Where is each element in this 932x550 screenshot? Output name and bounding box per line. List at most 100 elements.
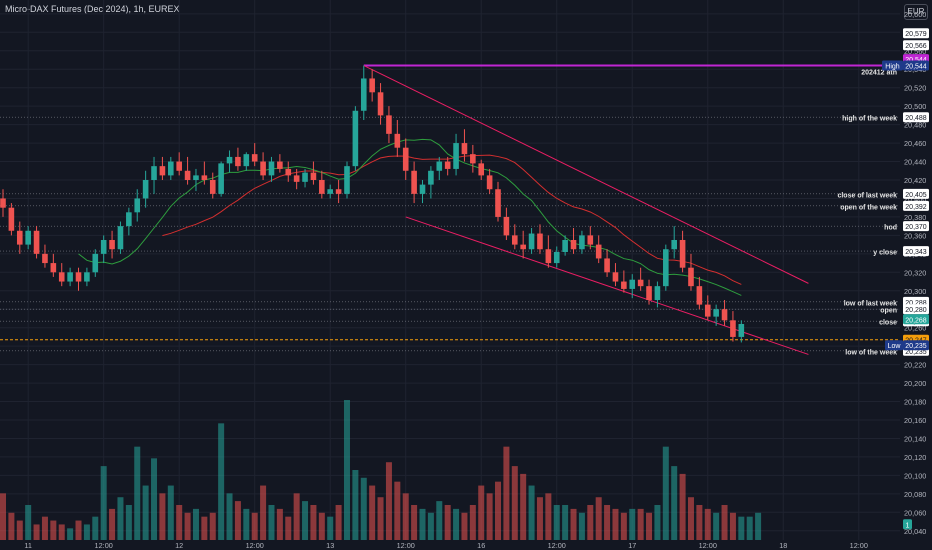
- candle-body: [8, 207, 15, 231]
- y-tick-label: 20,120: [904, 453, 926, 462]
- candle-body: [100, 240, 107, 254]
- candle-body: [621, 281, 627, 289]
- candle-body: [310, 172, 317, 180]
- low-label: Low: [888, 343, 902, 350]
- volume-bar: [511, 466, 518, 540]
- volume-bar: [436, 501, 443, 540]
- candle-body: [84, 272, 90, 282]
- volume-bar: [679, 473, 686, 540]
- x-tick-label: 12:00: [548, 541, 566, 550]
- candle-body: [595, 244, 602, 259]
- candle-body: [285, 168, 292, 176]
- price-tag-bg: [903, 200, 929, 211]
- volume-bar: [495, 481, 502, 540]
- price-tag-text: 20,343: [905, 249, 927, 256]
- volume-bar: [352, 470, 359, 540]
- volume-bar: [729, 512, 736, 540]
- candle-body: [360, 78, 367, 111]
- level-label: high of the week: [842, 116, 897, 123]
- volume-bar: [612, 508, 619, 540]
- candle-body: [721, 309, 728, 321]
- candle-body: [335, 189, 342, 194]
- level-label: low of the week: [845, 349, 897, 356]
- volume-bar: [528, 485, 535, 540]
- y-tick-label: 20,560: [904, 47, 926, 56]
- volume-bar: [738, 516, 745, 540]
- price-tag-bg: [903, 304, 929, 315]
- candle-body: [50, 263, 57, 273]
- price-tag-bg: [903, 28, 929, 39]
- price-axis: 20,040 20,060 20,080 20,100 20,120 20,140 20,1…: [900, 10, 932, 550]
- volume-bar: [637, 508, 644, 540]
- y-tick-label: 20,100: [904, 471, 926, 480]
- volume-bar: [151, 458, 158, 540]
- candle-body: [75, 272, 82, 282]
- price-tag-text: 20,268: [905, 317, 927, 324]
- price-tag-last: 20,268: [903, 314, 929, 325]
- currency-button[interactable]: EUR: [904, 4, 928, 20]
- y-tick-label: 20,440: [904, 158, 926, 167]
- candle-body: [453, 143, 459, 169]
- candle-body: [67, 272, 73, 282]
- candle-body: [444, 161, 451, 169]
- volume-bar: [411, 505, 418, 540]
- price-tag-bg: [903, 246, 929, 257]
- candle-body: [679, 240, 686, 268]
- candle-body: [386, 115, 392, 134]
- volume-bar: [343, 400, 350, 540]
- candle-body: [713, 309, 719, 317]
- volume-bar: [8, 512, 15, 540]
- candle-body: [704, 304, 711, 317]
- volume-bar: [654, 505, 661, 540]
- volume-bar: [696, 505, 703, 540]
- trend-line: [405, 216, 809, 355]
- candle-body: [663, 249, 669, 287]
- volume-bar: [721, 505, 728, 540]
- candle-body: [260, 161, 266, 176]
- candle-body: [109, 240, 115, 250]
- candle-body: [730, 320, 736, 337]
- level-price-tag: 20,392: [903, 200, 929, 211]
- candle-body: [486, 175, 493, 190]
- price-tag-bg: [903, 340, 929, 351]
- candle-body: [553, 252, 560, 264]
- candle-body: [612, 272, 619, 282]
- price-tag-low: 20,235: [903, 340, 929, 351]
- volume-bar: [335, 505, 342, 540]
- price-tag-bg: [903, 112, 929, 123]
- volume-bar: [486, 493, 493, 540]
- volume-bar: [16, 520, 23, 540]
- candle-body: [226, 156, 233, 164]
- volume-bar: [50, 520, 57, 540]
- candle-body: [344, 166, 350, 194]
- volume-bar: [302, 501, 309, 540]
- level-price-tag: 20,280: [903, 304, 929, 315]
- candle-body: [184, 170, 191, 180]
- price-tag-bg: [903, 314, 929, 325]
- volume-bar: [662, 446, 669, 540]
- price-tag-text: 20,235: [905, 343, 927, 350]
- candle-body: [126, 212, 132, 227]
- volume-bar: [67, 528, 74, 540]
- price-tag-bg: [903, 221, 929, 232]
- candle-body: [25, 230, 31, 245]
- y-tick-label: 20,160: [904, 416, 926, 425]
- volume-bar: [671, 466, 678, 540]
- candle-body: [33, 230, 40, 254]
- volume-bar: [461, 512, 468, 540]
- volume-bar: [687, 497, 694, 540]
- level-price-tag: 20,488: [903, 112, 929, 123]
- price-tag-bg: [903, 60, 929, 71]
- y-tick-label: 20,140: [904, 434, 926, 443]
- price-tag-text: 20,235: [905, 349, 927, 356]
- trend-line: [363, 65, 809, 284]
- x-tick-label: 12: [175, 541, 183, 550]
- price-axis-bg: [900, 22, 932, 550]
- volume-bar: [427, 512, 434, 540]
- volume-bar: [226, 493, 233, 540]
- x-tick-label: 12:00: [95, 541, 113, 550]
- volume-bar: [134, 446, 141, 540]
- candle-body: [528, 233, 535, 250]
- y-tick-label: 20,500: [904, 102, 926, 111]
